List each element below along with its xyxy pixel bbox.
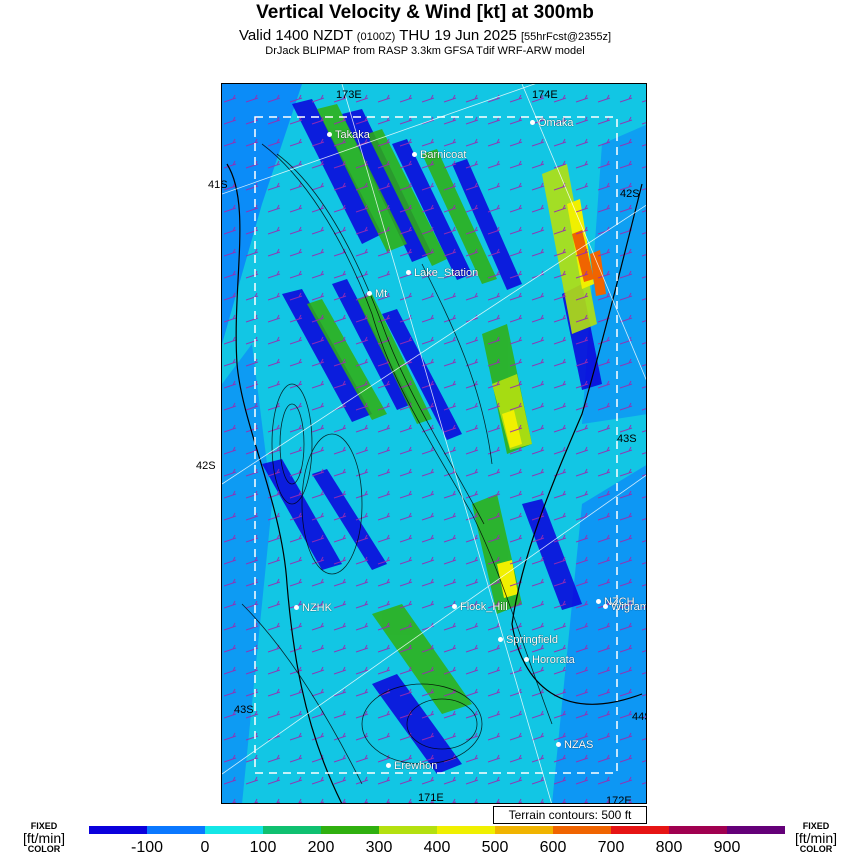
color-scale-segment — [263, 826, 321, 834]
place-flock-hill: Flock_Hill — [460, 601, 508, 613]
legend-units-right: FIXED [ft/min] COLOR — [782, 822, 850, 854]
color-scale-segment — [669, 826, 727, 834]
place-marker — [498, 637, 503, 642]
color-scale-segment — [205, 826, 263, 834]
legend-fixed-right: FIXED — [802, 821, 830, 831]
valid-utc: (0100Z) — [356, 31, 396, 43]
valid-date: THU 19 Jun 2025 — [399, 27, 517, 44]
lat-label-42s-left: 42S — [196, 460, 216, 472]
lat-label-42s-right: 42S — [620, 188, 640, 200]
place-barnicoat: Barnicoat — [420, 149, 467, 161]
map-field — [222, 84, 646, 803]
lat-label-43s-right: 43S — [617, 433, 637, 445]
place-springfield: Springfield — [506, 634, 558, 646]
color-scale-label: 600 — [539, 839, 567, 856]
place-marker — [294, 605, 299, 610]
valid-time: Valid 1400 NZDT (0100Z) THU 19 Jun 2025 … — [0, 27, 850, 44]
place-marker — [452, 604, 457, 609]
place-omaka: Omaka — [538, 117, 574, 129]
lat-label-43s-left: 43S — [234, 704, 254, 716]
legend-units-left-text: [ft/min] — [22, 830, 65, 846]
place-marker — [596, 599, 601, 604]
color-scale-segment — [553, 826, 611, 834]
lat-label-41s: 41S — [208, 179, 228, 191]
place-lake-station: Lake_Station — [414, 267, 479, 279]
place-marker — [386, 763, 391, 768]
valid-label: Valid 1400 NZDT — [238, 27, 353, 44]
place-marker — [327, 132, 332, 137]
color-scale-label: 900 — [713, 839, 741, 856]
place-marker — [412, 152, 417, 157]
color-scale-segment — [89, 826, 147, 834]
lon-label-172e: 172E — [606, 795, 632, 804]
place-erewhon: Erewhon — [394, 760, 438, 772]
map-title: Vertical Velocity & Wind [kt] at 300mb — [256, 2, 594, 23]
place-nzch: NZCH — [604, 596, 635, 608]
place-marker — [406, 270, 411, 275]
lon-label-174e: 174E — [532, 89, 558, 101]
color-scale-segment — [495, 826, 553, 834]
legend-color-left: COLOR — [27, 844, 61, 854]
color-scale-segment — [437, 826, 495, 834]
lat-label-44s: 44S — [632, 711, 646, 723]
legend-fixed-left: FIXED — [30, 821, 58, 831]
color-scale-segment — [321, 826, 379, 834]
color-scale-segment — [727, 826, 785, 834]
velocity-map: 173E 174E 42S 43S 43S 44S 171E 172E Taka… — [221, 83, 647, 804]
forecast-info: [55hrFcst@2355z] — [520, 31, 612, 43]
color-scale-label: 800 — [655, 839, 683, 856]
color-scale-label: 0 — [200, 839, 210, 856]
place-marker — [367, 291, 372, 296]
legend-units-left: FIXED [ft/min] COLOR — [10, 822, 78, 854]
place-marker — [556, 742, 561, 747]
color-scale-label: -100 — [130, 839, 164, 856]
place-hororata: Hororata — [532, 654, 575, 666]
legend-color-right: COLOR — [799, 844, 833, 854]
color-scale-label: 400 — [423, 839, 451, 856]
legend-units-right-text: [ft/min] — [794, 830, 837, 846]
model-source: DrJack BLIPMAP from RASP 3.3km GFSA Tdif… — [265, 45, 585, 57]
place-nzhk: NZHK — [302, 602, 332, 614]
color-scale-label: 300 — [365, 839, 393, 856]
terrain-contour-note: Terrain contours: 500 ft — [493, 806, 647, 824]
color-scale-segment — [147, 826, 205, 834]
color-scale-label: 100 — [249, 839, 277, 856]
place-takaka: Takaka — [335, 129, 370, 141]
color-scale-label: 500 — [481, 839, 509, 856]
color-scale-label: 700 — [597, 839, 625, 856]
color-scale-segment — [379, 826, 437, 834]
lon-label-173e: 173E — [336, 89, 362, 101]
color-scale-label: 200 — [307, 839, 335, 856]
place-marker — [524, 657, 529, 662]
place-wigram: Wigram — [611, 601, 647, 613]
lon-label-171e: 171E — [418, 792, 444, 804]
color-scale-segment — [611, 826, 669, 834]
place-mt: Mt — [375, 288, 388, 300]
place-marker — [530, 120, 535, 125]
place-nzas: NZAS — [564, 739, 594, 751]
place-marker — [603, 604, 608, 609]
